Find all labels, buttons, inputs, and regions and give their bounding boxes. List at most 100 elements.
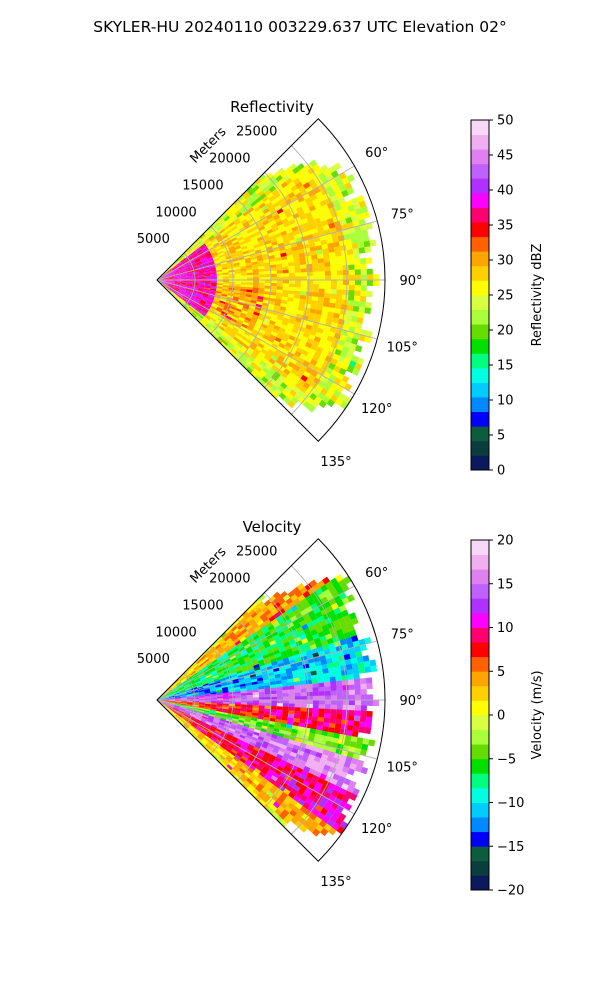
- radar-gate: [280, 672, 287, 678]
- radar-gate: [276, 700, 283, 704]
- radar-gate: [300, 684, 307, 689]
- radar-gate: [320, 827, 329, 837]
- radar-gate: [345, 336, 353, 344]
- radar-gate: [215, 654, 222, 660]
- radar-gate: [295, 333, 303, 340]
- radar-gate: [196, 291, 204, 295]
- radar-gate: [192, 663, 199, 669]
- radar-gate: [343, 778, 352, 786]
- radar-gate: [319, 215, 327, 223]
- radar-gate: [300, 711, 307, 716]
- radar-gate: [234, 689, 241, 692]
- radar-gate: [188, 306, 195, 312]
- radar-gate: [312, 284, 319, 289]
- radar-gate: [269, 714, 276, 719]
- radar-gate: [306, 703, 313, 709]
- radar-gate: [257, 715, 264, 720]
- radar-gate: [267, 637, 275, 643]
- radar-gate: [278, 631, 286, 638]
- radar-gate: [326, 335, 334, 343]
- radar-gate: [270, 282, 277, 287]
- radar-gate: [224, 747, 232, 753]
- radar-gate: [240, 335, 248, 342]
- radar-gate: [246, 687, 253, 691]
- radar-gate: [211, 659, 218, 665]
- radar-gate: [162, 280, 169, 283]
- radar-gate: [294, 280, 301, 284]
- radar-gate: [213, 718, 220, 723]
- radar-gate: [263, 237, 271, 243]
- radar-gate: [201, 235, 208, 242]
- radar-gate: [273, 371, 281, 379]
- radar-gate: [218, 736, 225, 741]
- radar-gate: [173, 286, 180, 289]
- radar-gate: [336, 280, 343, 286]
- radar-gate: [225, 675, 232, 680]
- radar-gate: [254, 205, 261, 213]
- radar-gate: [365, 222, 373, 230]
- colorbar-tick-label: 20: [497, 534, 514, 549]
- radar-gate: [317, 253, 324, 260]
- radar-gate: [249, 233, 256, 239]
- radar-gate: [292, 721, 300, 727]
- radar-gate: [245, 758, 253, 765]
- radar-gate: [175, 680, 181, 685]
- radar-gate: [220, 297, 227, 301]
- radar-gate: [166, 269, 173, 274]
- radar-gate: [341, 766, 350, 774]
- radar-gate: [354, 362, 363, 371]
- radar-gate: [286, 254, 294, 260]
- radar-gate: [232, 314, 240, 319]
- radar-gate: [228, 281, 235, 285]
- radar-gate: [168, 273, 174, 276]
- radar-gate: [207, 296, 215, 301]
- radar-gate: [354, 274, 361, 281]
- radar-gate: [187, 298, 193, 303]
- radar-gate: [269, 234, 276, 241]
- radar-gate: [228, 641, 235, 648]
- radar-gate: [279, 621, 288, 629]
- colorbar-segment: [471, 251, 489, 267]
- radar-gate: [289, 331, 298, 338]
- radar-gate: [351, 215, 359, 223]
- radar-gate: [228, 742, 235, 748]
- radar-gate: [186, 281, 193, 283]
- radar-gate: [226, 764, 233, 771]
- radar-gate: [323, 677, 331, 683]
- radar-gate: [270, 690, 277, 695]
- radar-gate: [290, 368, 298, 376]
- radar-gate: [186, 272, 193, 275]
- radar-gate: [204, 304, 211, 309]
- radar-gate: [180, 278, 187, 280]
- radar-gate: [210, 695, 217, 698]
- radar-gate: [321, 243, 329, 250]
- radar-gate: [171, 709, 178, 714]
- radar-gate: [174, 703, 181, 706]
- radar-gate: [310, 602, 319, 611]
- radar-gate: [167, 271, 174, 275]
- radar-gate: [183, 671, 189, 677]
- radar-gate: [203, 727, 209, 732]
- radar-gate: [178, 267, 185, 271]
- radar-gate: [167, 704, 174, 708]
- radar-gate: [335, 192, 344, 200]
- radar-gate: [259, 326, 267, 332]
- radar-gate: [176, 714, 182, 719]
- colorbar-segment: [471, 715, 489, 730]
- radar-gate: [225, 300, 232, 305]
- radar-gate: [285, 307, 292, 313]
- radar-gate: [288, 625, 297, 633]
- radar-gate: [294, 707, 301, 712]
- radar-gate: [233, 294, 240, 298]
- radar-gate: [216, 273, 223, 276]
- radar-gate: [300, 784, 308, 792]
- radar-gate: [246, 648, 254, 654]
- radar-gate: [365, 677, 373, 684]
- radar-gate: [192, 702, 199, 705]
- radar-gate: [222, 705, 229, 708]
- radar-gate: [281, 336, 289, 343]
- radar-gate: [273, 325, 281, 331]
- radar-gate: [263, 331, 271, 338]
- radar-gate: [209, 267, 217, 271]
